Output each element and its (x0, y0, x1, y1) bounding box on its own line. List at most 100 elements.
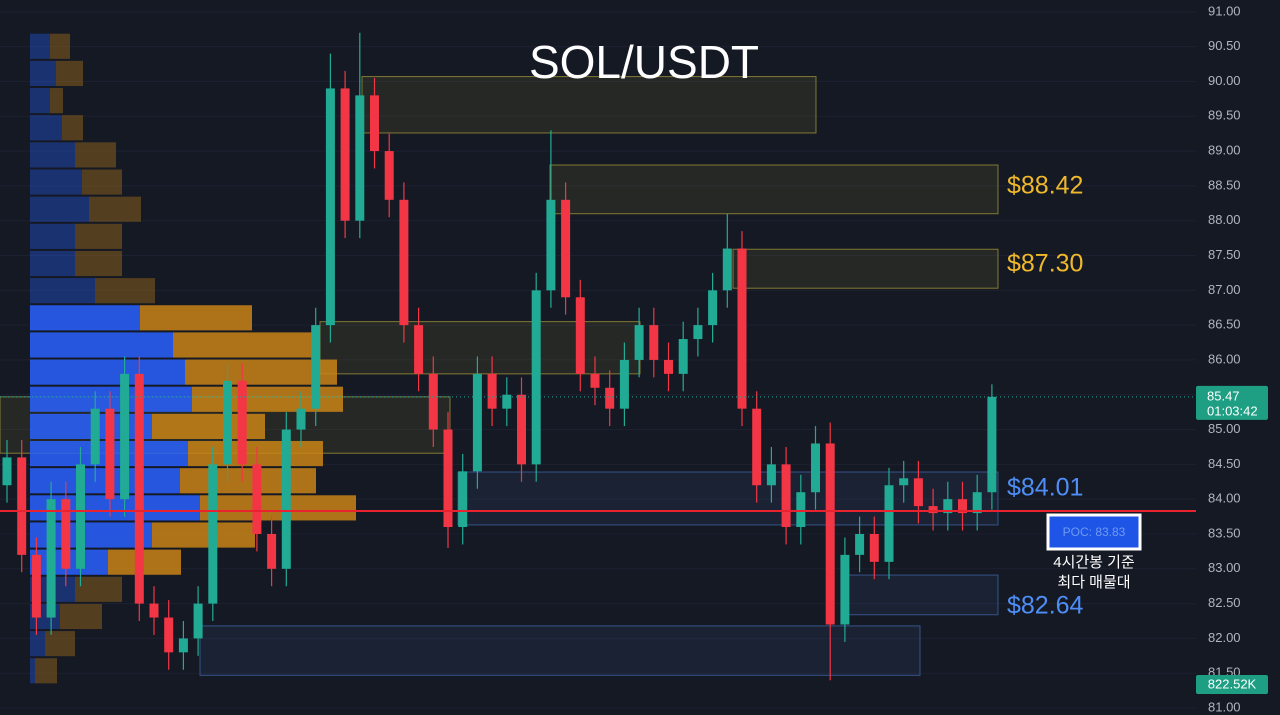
candle-body (575, 297, 585, 374)
zone (319, 321, 641, 375)
candle-body (414, 325, 424, 374)
candle-body (664, 359, 673, 374)
level-label: $84.01 (1007, 474, 1083, 502)
candle-body (105, 408, 115, 500)
y-tick-label: 84.50 (1208, 456, 1241, 471)
candle-body (458, 471, 468, 528)
candle-body (811, 443, 820, 493)
candle-body (855, 533, 865, 555)
profile-sell (108, 549, 181, 575)
price-axis (1196, 0, 1280, 715)
candle-body (237, 380, 247, 465)
candle-body (928, 506, 938, 514)
profile-sell (60, 603, 102, 630)
candle-body (649, 325, 659, 360)
candle-body (2, 457, 12, 486)
profile-sell (152, 413, 265, 439)
candle-body (296, 408, 306, 430)
candle-body (619, 359, 629, 409)
poc-note: 4시간봉 기준 (1053, 554, 1135, 571)
candle-body (502, 394, 512, 409)
y-tick-label: 87.00 (1208, 282, 1241, 297)
poc-box (1046, 513, 1142, 551)
candle-body (90, 408, 100, 465)
candle-body (678, 339, 688, 374)
y-tick-label: 88.00 (1208, 212, 1241, 227)
profile-sell (180, 468, 316, 494)
candle-body (384, 151, 394, 200)
candle-body (134, 373, 144, 604)
candle-body (796, 492, 806, 528)
countdown: 01:03:42 (1207, 403, 1258, 418)
profile-sell (173, 332, 315, 358)
candle-body (443, 429, 453, 528)
candle-body (899, 478, 909, 486)
candle-body (208, 464, 218, 604)
profile-sell (140, 305, 252, 331)
profile-buy (30, 495, 200, 521)
profile-sell (89, 196, 141, 222)
profile-buy (30, 196, 89, 222)
volume-label: 822.52K (1208, 676, 1257, 691)
y-tick-label: 90.50 (1208, 38, 1241, 53)
profile-buy (30, 33, 50, 59)
level-label: $87.30 (1007, 250, 1083, 278)
candle-body (399, 199, 409, 326)
profile-buy (30, 115, 62, 141)
candle-body (340, 88, 350, 221)
profile-buy (30, 250, 75, 277)
profile-buy (30, 142, 75, 168)
candle-body (487, 373, 497, 409)
profile-sell (200, 495, 356, 521)
candle-body (193, 603, 203, 639)
candle-body (120, 373, 130, 500)
profile-buy (30, 278, 95, 304)
profile-sell (62, 115, 83, 141)
candle-body (943, 499, 953, 514)
candle-body (149, 603, 159, 618)
candle-body (884, 485, 894, 562)
candle-body (781, 464, 791, 528)
candle-body (958, 499, 967, 514)
y-tick-label: 88.50 (1208, 177, 1241, 192)
profile-sell (75, 223, 122, 249)
profile-sell (82, 169, 122, 195)
profile-sell (188, 441, 323, 467)
y-tick-label: 83.50 (1208, 525, 1241, 540)
candle-body (517, 394, 526, 465)
candle-body (531, 290, 541, 465)
candle-body (708, 290, 718, 326)
y-tick-label: 84.00 (1208, 491, 1241, 506)
chart-title: SOL/USDT (529, 36, 759, 88)
candle-body (913, 478, 923, 507)
profile-sell (50, 33, 70, 59)
candle-body (766, 464, 776, 486)
candle-body (164, 617, 174, 653)
candle-body (76, 464, 85, 569)
candle-body (267, 533, 277, 569)
candle-body (693, 325, 703, 340)
poc-note: 최다 매물대 (1057, 574, 1130, 591)
candle-body (722, 248, 732, 291)
candle-body (61, 499, 71, 569)
candle-body (178, 638, 188, 653)
candle-body (281, 429, 291, 569)
y-tick-label: 87.50 (1208, 247, 1241, 262)
profile-sell (35, 658, 57, 684)
candle-body (737, 248, 747, 409)
zone (549, 164, 999, 215)
candle-body (605, 387, 615, 409)
profile-buy (30, 468, 180, 494)
candle-body (634, 325, 644, 360)
profile-buy (30, 386, 192, 412)
profile-buy (30, 658, 35, 684)
profile-buy (30, 223, 75, 249)
candle-body (311, 325, 321, 409)
candle-body (561, 199, 571, 298)
y-tick-label: 90.00 (1208, 73, 1241, 88)
profile-sell (56, 60, 83, 87)
profile-buy (30, 305, 140, 331)
candle-body (31, 554, 41, 618)
profile-buy (30, 332, 173, 358)
